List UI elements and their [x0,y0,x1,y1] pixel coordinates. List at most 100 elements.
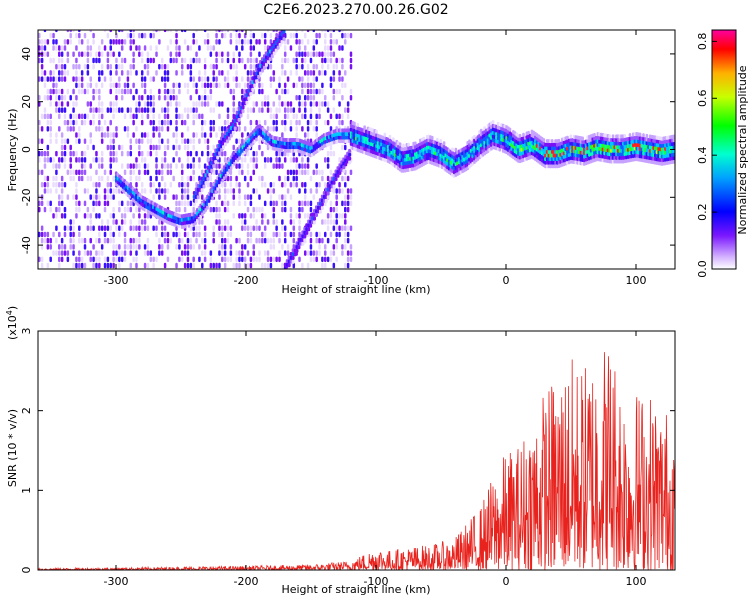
heat-cell [181,132,184,138]
heat-cell [212,237,215,244]
heat-cell [221,32,224,39]
heat-cell [181,175,184,182]
heat-cell [43,150,47,157]
heat-cell [258,206,261,213]
heat-cell [106,219,110,225]
heat-cell [178,237,181,244]
spectrogram-x-label: Height of straight line (km) [281,283,430,296]
y-tick-label: -20 [20,188,33,206]
heat-cell [112,188,115,194]
heat-cell [272,163,276,169]
heat-cell [58,95,61,101]
heat-cell [160,126,164,132]
heat-cell [92,182,95,188]
heat-cell [192,82,195,89]
heat-cell [335,39,338,45]
heat-cell [215,76,218,82]
heat-cell [158,138,161,145]
heat-cell [103,231,107,238]
heat-cell [146,132,150,138]
heat-cell [295,39,298,45]
heat-cell [109,213,112,219]
heat-cell [189,95,193,101]
heat-cell [315,32,318,39]
heat-cell [160,57,164,64]
heat-cell [172,95,175,101]
heat-cell [46,188,50,194]
heat-cell [252,213,255,219]
heat-cell [289,219,293,225]
heat-cell [178,244,181,250]
heat-cell [109,82,112,89]
heat-cell [198,76,201,82]
heat-cell [175,45,178,51]
heat-cell [152,182,155,188]
heat-cell [135,126,138,132]
heat-cell [263,39,267,45]
heat-cell [348,148,352,153]
heat-cell [255,163,258,169]
heat-cell [249,157,253,163]
heat-cell [315,188,318,194]
heat-cell [138,225,141,232]
heat-cell [80,262,84,269]
heat-cell [98,76,101,82]
heat-cell [321,82,324,89]
heat-cell [138,45,141,51]
heat-cell [69,113,72,120]
heat-cell [206,95,210,101]
heat-cell [129,113,133,120]
heat-cell [80,82,84,89]
heat-cell [272,256,276,263]
heat-cell [249,194,253,200]
heat-cell [315,119,318,126]
heat-cell [303,182,307,188]
heat-cell [98,182,101,188]
heat-cell [281,101,284,107]
heat-cell [238,30,241,33]
heat-cell [258,138,261,145]
heat-cell [63,182,67,188]
heat-cell [55,101,58,107]
heat-cell [132,82,135,89]
heat-cell [38,157,41,163]
heat-cell [60,188,64,194]
heat-cell [295,51,298,58]
heat-cell [212,107,215,113]
heat-cell [218,225,221,232]
heat-cell [209,51,213,58]
heat-cell [115,95,118,101]
heat-cell [95,194,98,200]
heat-cell [98,45,101,51]
heat-cell [344,162,348,167]
heat-cell [160,169,164,176]
heat-cell [261,32,264,39]
heat-cell [49,76,52,82]
heat-cell [158,188,161,194]
heat-cell [106,32,110,39]
heat-cell [335,113,338,120]
heat-cell [155,126,158,132]
heat-cell [284,270,287,274]
heat-cell [312,101,316,107]
heat-cell [338,70,341,76]
heat-cell [149,88,153,95]
heat-cell [95,256,98,263]
heat-cell [283,225,287,232]
heat-cell [49,119,52,126]
heat-cell [241,225,244,232]
heat-cell [349,188,353,194]
heat-cell [203,57,207,64]
heat-cell [58,63,61,70]
heat-cell [298,119,301,126]
heat-cell [98,113,101,120]
heat-cell [178,51,181,58]
heat-cell [158,169,161,176]
heat-cell [281,57,284,64]
heat-cell [115,107,118,113]
heat-cell [69,169,72,176]
heat-cell [78,250,81,256]
heat-cell [258,237,261,244]
